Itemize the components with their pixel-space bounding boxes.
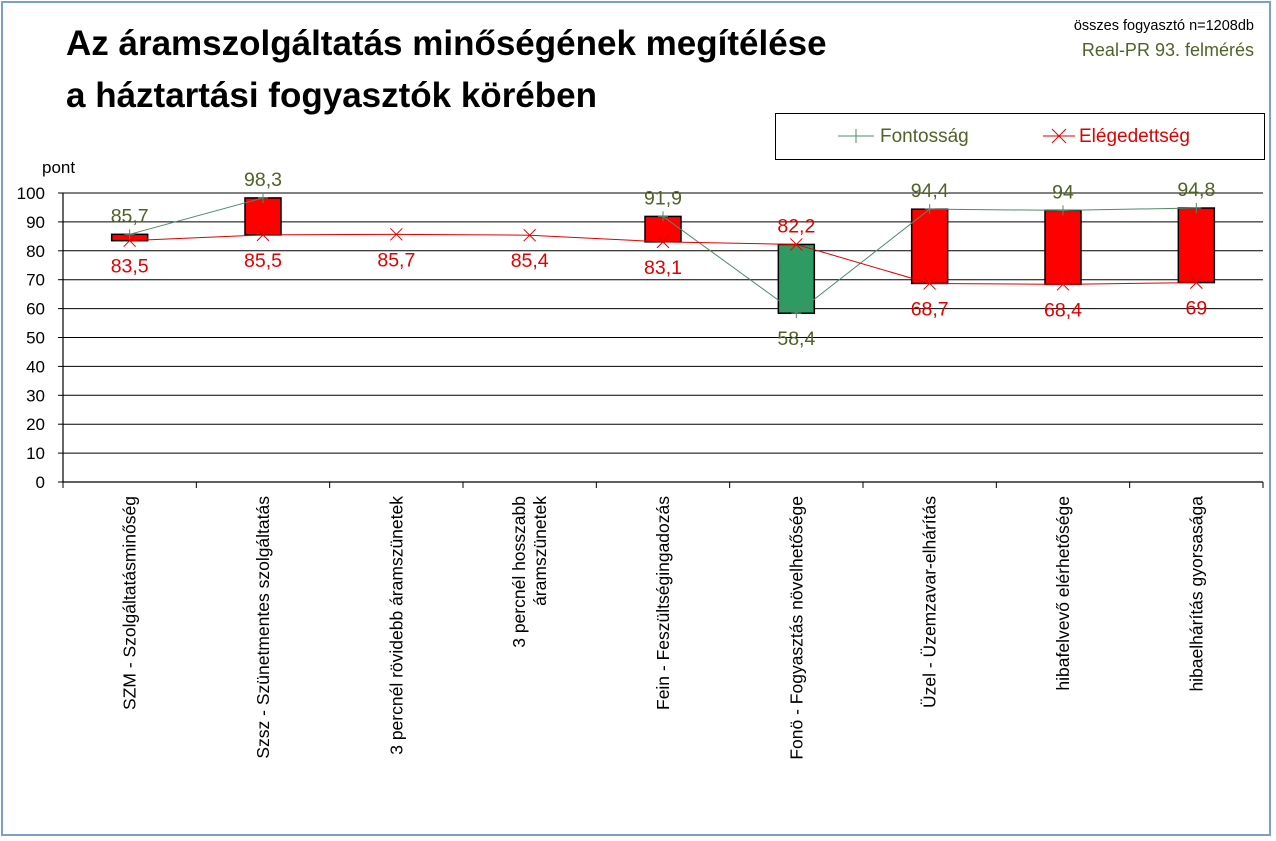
x-tick-label: hibaelhárítás gyorsasága [1186, 496, 1206, 692]
satisfaction-marker [656, 235, 670, 249]
importance-marker [258, 192, 268, 203]
y-tick-label: 70 [26, 271, 45, 290]
satisfaction-marker [1189, 276, 1203, 289]
data-label-satisfaction: 68,7 [911, 298, 949, 320]
y-tick-label: 30 [26, 386, 45, 405]
satisfaction-marker [523, 228, 537, 242]
data-label-importance: 94 [1052, 181, 1074, 203]
title-line-1: Az áramszolgáltatás minőségének megítélé… [66, 24, 827, 63]
satisfaction-marker [389, 227, 403, 241]
data-label-satisfaction: 83,1 [644, 257, 682, 279]
x-tick-label: Szsz - Szünetmentes szolgáltatás [253, 496, 273, 759]
data-label-satisfaction: 83,5 [111, 256, 149, 278]
x-tick-label: hibafelvevő elérhetősége [1053, 496, 1073, 691]
x-tick-label: SZM - Szolgáltatásminőség [120, 496, 140, 710]
legend-marker-satisfaction [1043, 128, 1075, 144]
importance-marker [924, 204, 935, 215]
x-tick-label: Üzel - Üzemzavar-elhárítás [920, 496, 940, 708]
survey-note: Real-PR 93. felmérés [1081, 40, 1254, 60]
data-label-satisfaction: 69 [1185, 298, 1207, 320]
satisfaction-marker [923, 277, 937, 290]
x-tick-label: Fonö - Fogyasztás növelhetősége [786, 496, 806, 760]
satisfaction-marker [1056, 277, 1070, 291]
data-label-importance: 98,3 [244, 169, 282, 191]
importance-marker [1191, 203, 1202, 214]
series-line-importance [129, 197, 264, 235]
data-label-satisfaction: 85,5 [244, 250, 282, 272]
x-tick-label: 3 percnél hosszabbáramszünetek [509, 496, 550, 648]
y-tick-label: 80 [26, 242, 45, 261]
y-tick-label: 40 [26, 357, 45, 376]
importance-marker [658, 211, 668, 222]
y-tick-label: 100 [17, 184, 45, 203]
x-tick-label: Fein - Feszültségingadozás [653, 496, 673, 710]
data-label-importance: 94,8 [1177, 179, 1215, 201]
x-tick-label: 3 percnél rövidebb áramszünetek [386, 496, 406, 755]
legend-marker-importance [838, 129, 874, 143]
data-label-satisfaction: 85,4 [511, 250, 549, 272]
data-label-satisfaction: 82,2 [777, 215, 815, 237]
importance-marker [1058, 205, 1068, 216]
legend-label-importance: Fontosság [880, 126, 969, 147]
legend-label-satisfaction: Elégedettség [1079, 126, 1190, 147]
satisfaction-marker [789, 238, 803, 251]
y-axis-label: pont [42, 158, 75, 177]
diff-bar [777, 243, 816, 314]
y-tick-label: 0 [36, 473, 45, 492]
y-tick-label: 50 [26, 329, 45, 348]
importance-marker [791, 308, 802, 319]
sample-size-note: összes fogyasztó n=1208db [1073, 18, 1254, 34]
y-tick-label: 90 [26, 213, 45, 232]
data-label-importance: 85,7 [111, 205, 149, 227]
title-line-2: a háztartási fogyasztók körében [66, 76, 597, 115]
data-label-satisfaction: 68,4 [1044, 299, 1082, 321]
y-tick-label: 10 [26, 444, 45, 463]
data-label-importance: 91,9 [644, 187, 682, 209]
satisfaction-marker [256, 228, 270, 242]
legend: Fontosság Elégedettség [775, 113, 1265, 160]
diff-bar [244, 197, 282, 236]
data-label-importance: 94,4 [911, 180, 949, 202]
importance-marker [124, 229, 135, 240]
data-label-satisfaction: 85,7 [377, 249, 415, 271]
diff-bar [1177, 207, 1216, 284]
diff-bar [910, 208, 949, 285]
chart-title: Az áramszolgáltatás minőségének megítélé… [66, 18, 827, 122]
data-label-importance: 58,4 [777, 328, 815, 350]
y-tick-label: 20 [26, 415, 45, 434]
diff-bar [1044, 209, 1082, 286]
y-tick-label: 60 [26, 300, 45, 319]
satisfaction-marker [123, 234, 137, 248]
